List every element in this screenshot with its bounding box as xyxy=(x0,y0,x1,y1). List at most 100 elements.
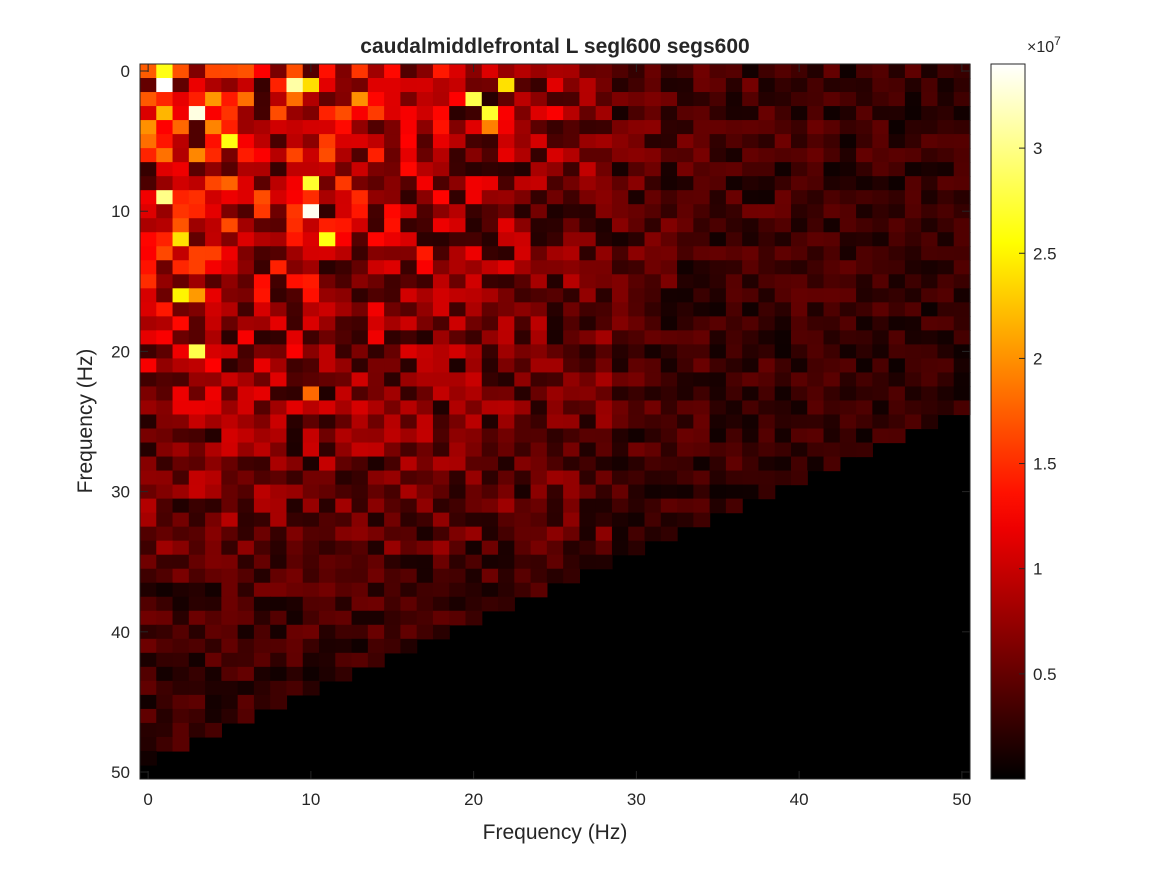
heatmap-cell xyxy=(872,218,890,233)
heatmap-cell xyxy=(253,512,271,528)
heatmap-cell xyxy=(904,134,922,149)
heatmap-cell xyxy=(286,498,304,514)
heatmap-cell xyxy=(416,498,434,514)
heatmap-cell xyxy=(432,204,450,219)
heatmap-cell xyxy=(253,372,271,388)
heatmap-cell xyxy=(302,442,320,458)
heatmap-cell xyxy=(221,92,239,107)
heatmap-cell xyxy=(465,106,483,121)
heatmap-cell xyxy=(400,400,418,416)
heatmap-cell xyxy=(465,372,483,388)
heatmap-cell xyxy=(205,498,222,514)
heatmap-cell xyxy=(432,288,450,303)
heatmap-cell xyxy=(660,302,678,317)
heatmap-cell xyxy=(172,190,190,205)
heatmap-cell xyxy=(498,92,515,107)
heatmap-cell xyxy=(579,344,597,360)
heatmap-cell xyxy=(563,92,581,107)
heatmap-cell xyxy=(319,624,336,640)
heatmap-cell xyxy=(237,568,255,584)
heatmap-cell xyxy=(856,302,873,317)
heatmap-cell xyxy=(140,204,157,219)
heatmap-cell xyxy=(319,176,336,191)
heatmap-cell xyxy=(172,708,190,724)
heatmap-cell xyxy=(367,400,385,416)
heatmap-cell xyxy=(367,64,385,79)
heatmap-cell xyxy=(481,526,499,542)
heatmap-cell xyxy=(660,372,678,388)
heatmap-cell xyxy=(237,638,255,654)
heatmap-cell xyxy=(302,134,320,149)
heatmap-cell xyxy=(384,386,401,402)
heatmap-cell xyxy=(481,106,499,121)
heatmap-cell xyxy=(188,162,206,177)
heatmap-cell xyxy=(205,190,222,205)
heatmap-cell xyxy=(172,162,190,177)
heatmap-cell xyxy=(530,232,548,247)
y-tick-label: 50 xyxy=(111,763,130,782)
heatmap-cell xyxy=(644,246,662,261)
heatmap-cell xyxy=(384,176,401,191)
heatmap-cell xyxy=(156,302,174,317)
heatmap-cell xyxy=(921,372,939,388)
heatmap-cell xyxy=(579,204,597,219)
heatmap-cell xyxy=(677,134,694,149)
heatmap-cell xyxy=(514,554,532,570)
heatmap-cell xyxy=(514,302,532,317)
heatmap-cell xyxy=(611,92,629,107)
heatmap-cell xyxy=(302,568,320,584)
heatmap-cell xyxy=(270,540,288,556)
heatmap-cell xyxy=(172,232,190,247)
heatmap-cell xyxy=(188,512,206,528)
heatmap-cell xyxy=(628,540,646,556)
heatmap-cell xyxy=(432,582,450,598)
heatmap-cell xyxy=(205,652,222,668)
heatmap-cell xyxy=(725,442,743,458)
heatmap-cell xyxy=(725,106,743,121)
heatmap-cell xyxy=(221,344,239,360)
heatmap-cell xyxy=(286,288,304,303)
heatmap-cell xyxy=(937,148,955,163)
heatmap-cell xyxy=(465,204,483,219)
heatmap-cell xyxy=(140,288,157,303)
heatmap-cell xyxy=(172,512,190,528)
heatmap-cell xyxy=(872,176,890,191)
heatmap-cell xyxy=(481,596,499,612)
heatmap-cell xyxy=(465,484,483,500)
heatmap-cell xyxy=(921,120,939,135)
heatmap-cell xyxy=(595,344,613,360)
heatmap-cell xyxy=(709,316,727,331)
heatmap-cell xyxy=(563,554,581,570)
heatmap-cell xyxy=(628,260,646,275)
heatmap-cell xyxy=(335,414,353,430)
heatmap-cell xyxy=(400,274,418,289)
heatmap-cell xyxy=(237,610,255,626)
heatmap-cell xyxy=(514,78,532,93)
heatmap-cell xyxy=(563,148,581,163)
heatmap-cell xyxy=(498,120,515,135)
heatmap-cell xyxy=(286,526,304,542)
heatmap-cell xyxy=(807,120,825,135)
heatmap-cell xyxy=(270,666,288,682)
heatmap-cell xyxy=(530,218,548,233)
heatmap-cell xyxy=(677,442,694,458)
heatmap-cell xyxy=(367,358,385,374)
heatmap-cell xyxy=(400,414,418,430)
heatmap-cell xyxy=(416,456,434,472)
heatmap-cell xyxy=(709,358,727,374)
heatmap-cell xyxy=(644,176,662,191)
heatmap-cell xyxy=(823,358,841,374)
heatmap-cell xyxy=(563,456,581,472)
heatmap-cell xyxy=(156,708,174,724)
heatmap-cell xyxy=(563,64,581,79)
heatmap-cell xyxy=(367,78,385,93)
heatmap-cell xyxy=(172,624,190,640)
heatmap-cell xyxy=(660,442,678,458)
heatmap-cell xyxy=(709,218,727,233)
heatmap-cell xyxy=(953,386,971,402)
heatmap-cell xyxy=(937,120,955,135)
heatmap-cell xyxy=(611,260,629,275)
heatmap-cell xyxy=(221,372,239,388)
heatmap-cell xyxy=(677,106,694,121)
